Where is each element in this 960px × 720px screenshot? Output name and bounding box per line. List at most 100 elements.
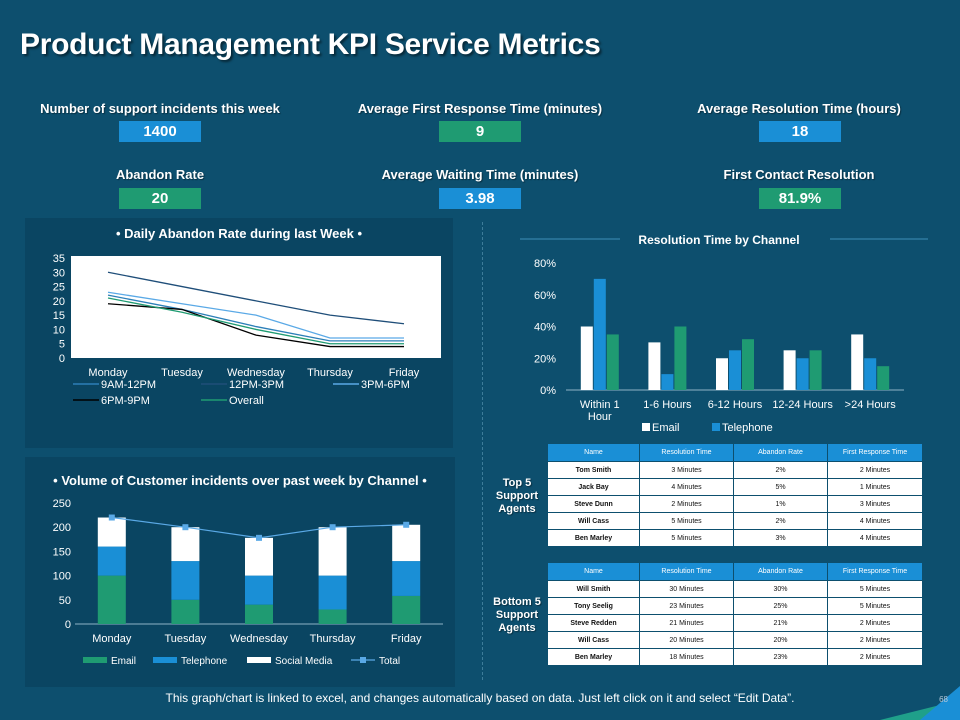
y-tick-label: 80% (534, 258, 556, 270)
footer-note: This graph/chart is linked to excel, and… (165, 691, 795, 705)
abandon-rate-panel: • Daily Abandon Rate during last Week • … (25, 218, 453, 448)
table-header-row: Name Resolution Time Abandon Rate First … (547, 443, 923, 462)
bar-abandon (606, 334, 619, 390)
legend-label: Overall (229, 395, 264, 407)
kpi-label-resolution: Average Resolution Time (hours) (697, 101, 901, 116)
bar-telephone (661, 374, 674, 390)
agent-name: Ben Marley (547, 648, 640, 666)
legend-label: 3PM-6PM (361, 379, 410, 391)
kpi-value-first-response: 9 (439, 121, 521, 142)
bar-telephone (318, 575, 347, 610)
kpi-label-first-contact: First Contact Resolution (723, 167, 875, 182)
abandon-rate: 21% (733, 614, 828, 632)
abandon-rate-chart[interactable]: 0 5 10 15 20 25 30 35 Monday Tuesday Wednesday Thur… (25, 218, 453, 448)
table-row: Tom Smith 3 Minutes 2% 2 Minutes (547, 461, 923, 479)
kpi-value-abandon-rate: 20 (119, 188, 201, 209)
agent-name: Jack Bay (547, 478, 640, 496)
resolution-chart[interactable]: Resolution Time by Channel 0% 20% 40% 60% 80%… (500, 222, 940, 437)
x-tick-label: Within 1 (580, 399, 620, 411)
total-point (256, 534, 262, 541)
resolution-time: 30 Minutes (639, 580, 734, 598)
volume-title: • Volume of Customer incidents over past… (53, 473, 427, 488)
legend-swatch (247, 657, 271, 663)
top-agents-label: Top 5 Support Agents (495, 477, 539, 515)
x-tick-label: 6-12 Hours (708, 399, 763, 411)
table-row: Ben Marley 18 Minutes 23% 2 Minutes (547, 648, 923, 666)
legend-label: Social Media (275, 656, 333, 667)
header-abandon: Abandon Rate (733, 443, 828, 462)
bar-abandon (742, 339, 754, 390)
y-tick-label: 40% (534, 322, 556, 334)
series-line-12pm-3pm (107, 271, 405, 325)
bar-abandon (877, 366, 890, 390)
header-name: Name (547, 562, 640, 581)
abandon-rate-title-text: Daily Abandon Rate during last Week (124, 226, 354, 241)
first-response-time: 4 Minutes (827, 529, 923, 547)
agent-name: Will Cass (547, 512, 640, 530)
table-header-row: Name Resolution Time Abandon Rate First … (547, 562, 923, 581)
volume-panel: • Volume of Customer incidents over past… (25, 457, 455, 687)
abandon-rate: 5% (733, 478, 828, 496)
volume-title-text: Volume of Customer incidents over past w… (61, 473, 419, 488)
x-tick-label: 1-6 Hours (643, 399, 692, 411)
y-tick-label: 30 (53, 267, 65, 279)
agent-name: Will Smith (547, 580, 640, 598)
bar-telephone (245, 575, 273, 605)
resolution-time: 3 Minutes (639, 461, 734, 479)
y-tick-label: 0 (65, 619, 71, 631)
x-tick-label: Hour (588, 411, 612, 423)
bar-telephone (796, 358, 809, 390)
bottom-agents-table: Name Resolution Time Abandon Rate First … (547, 562, 923, 666)
agent-name: Tom Smith (547, 461, 640, 479)
x-tick-label: Monday (88, 367, 128, 379)
y-tick-label: 20 (53, 296, 65, 308)
bar-abandon (674, 326, 687, 390)
total-point (329, 524, 336, 531)
y-tick-label: 100 (53, 571, 71, 583)
agent-name: Steve Redden (547, 614, 640, 632)
legend-label: Total (379, 656, 400, 667)
y-tick-label: 150 (53, 546, 71, 558)
abandon-rate: 30% (733, 580, 828, 598)
bar-social-media (171, 527, 200, 562)
legend-label: Email (652, 422, 680, 434)
y-tick-label: 15 (53, 310, 65, 322)
bar-email (171, 599, 200, 624)
abandon-rate: 1% (733, 495, 828, 513)
abandon-rate: 23% (733, 648, 828, 666)
first-response-time: 3 Minutes (827, 495, 923, 513)
series-line-overall (107, 297, 404, 345)
abandon-rate: 2% (733, 461, 828, 479)
series-line-9am-12pm (107, 294, 404, 342)
agent-name: Will Cass (547, 631, 640, 649)
y-tick-label: 5 (59, 339, 65, 351)
agent-name: Ben Marley (547, 529, 640, 547)
legend-label: Email (111, 656, 136, 667)
resolution-time: 2 Minutes (639, 495, 734, 513)
legend-label: 12PM-3PM (229, 379, 284, 391)
bar-email (97, 575, 126, 624)
bar-telephone (171, 561, 200, 600)
x-tick-label: Wednesday (227, 367, 285, 379)
table-row: Steve Redden 21 Minutes 21% 2 Minutes (547, 614, 923, 632)
total-point (182, 524, 189, 531)
total-point (108, 514, 115, 521)
bar-telephone (864, 358, 877, 390)
table-row: Will Cass 5 Minutes 2% 4 Minutes (547, 512, 923, 530)
volume-chart[interactable]: 0 50 100 150 200 250 Monday Tuesday Wednesday Thu… (25, 457, 455, 687)
resolution-time: 4 Minutes (639, 478, 734, 496)
y-tick-label: 0% (540, 385, 556, 397)
legend-marker (360, 657, 366, 663)
first-response-time: 2 Minutes (827, 614, 923, 632)
y-tick-label: 10 (53, 324, 65, 336)
kpi-label-first-response: Average First Response Time (minutes) (357, 101, 603, 116)
y-tick-label: 20% (534, 353, 556, 365)
bar-abandon (809, 350, 822, 390)
legend-swatch (83, 657, 107, 663)
bar-social-media (245, 537, 273, 576)
kpi-label-waiting: Average Waiting Time (minutes) (381, 167, 579, 182)
abandon-rate: 3% (733, 529, 828, 547)
table-row: Tony Seelig 23 Minutes 25% 5 Minutes (547, 597, 923, 615)
header-resolution: Resolution Time (639, 443, 734, 462)
first-response-time: 2 Minutes (827, 648, 923, 666)
